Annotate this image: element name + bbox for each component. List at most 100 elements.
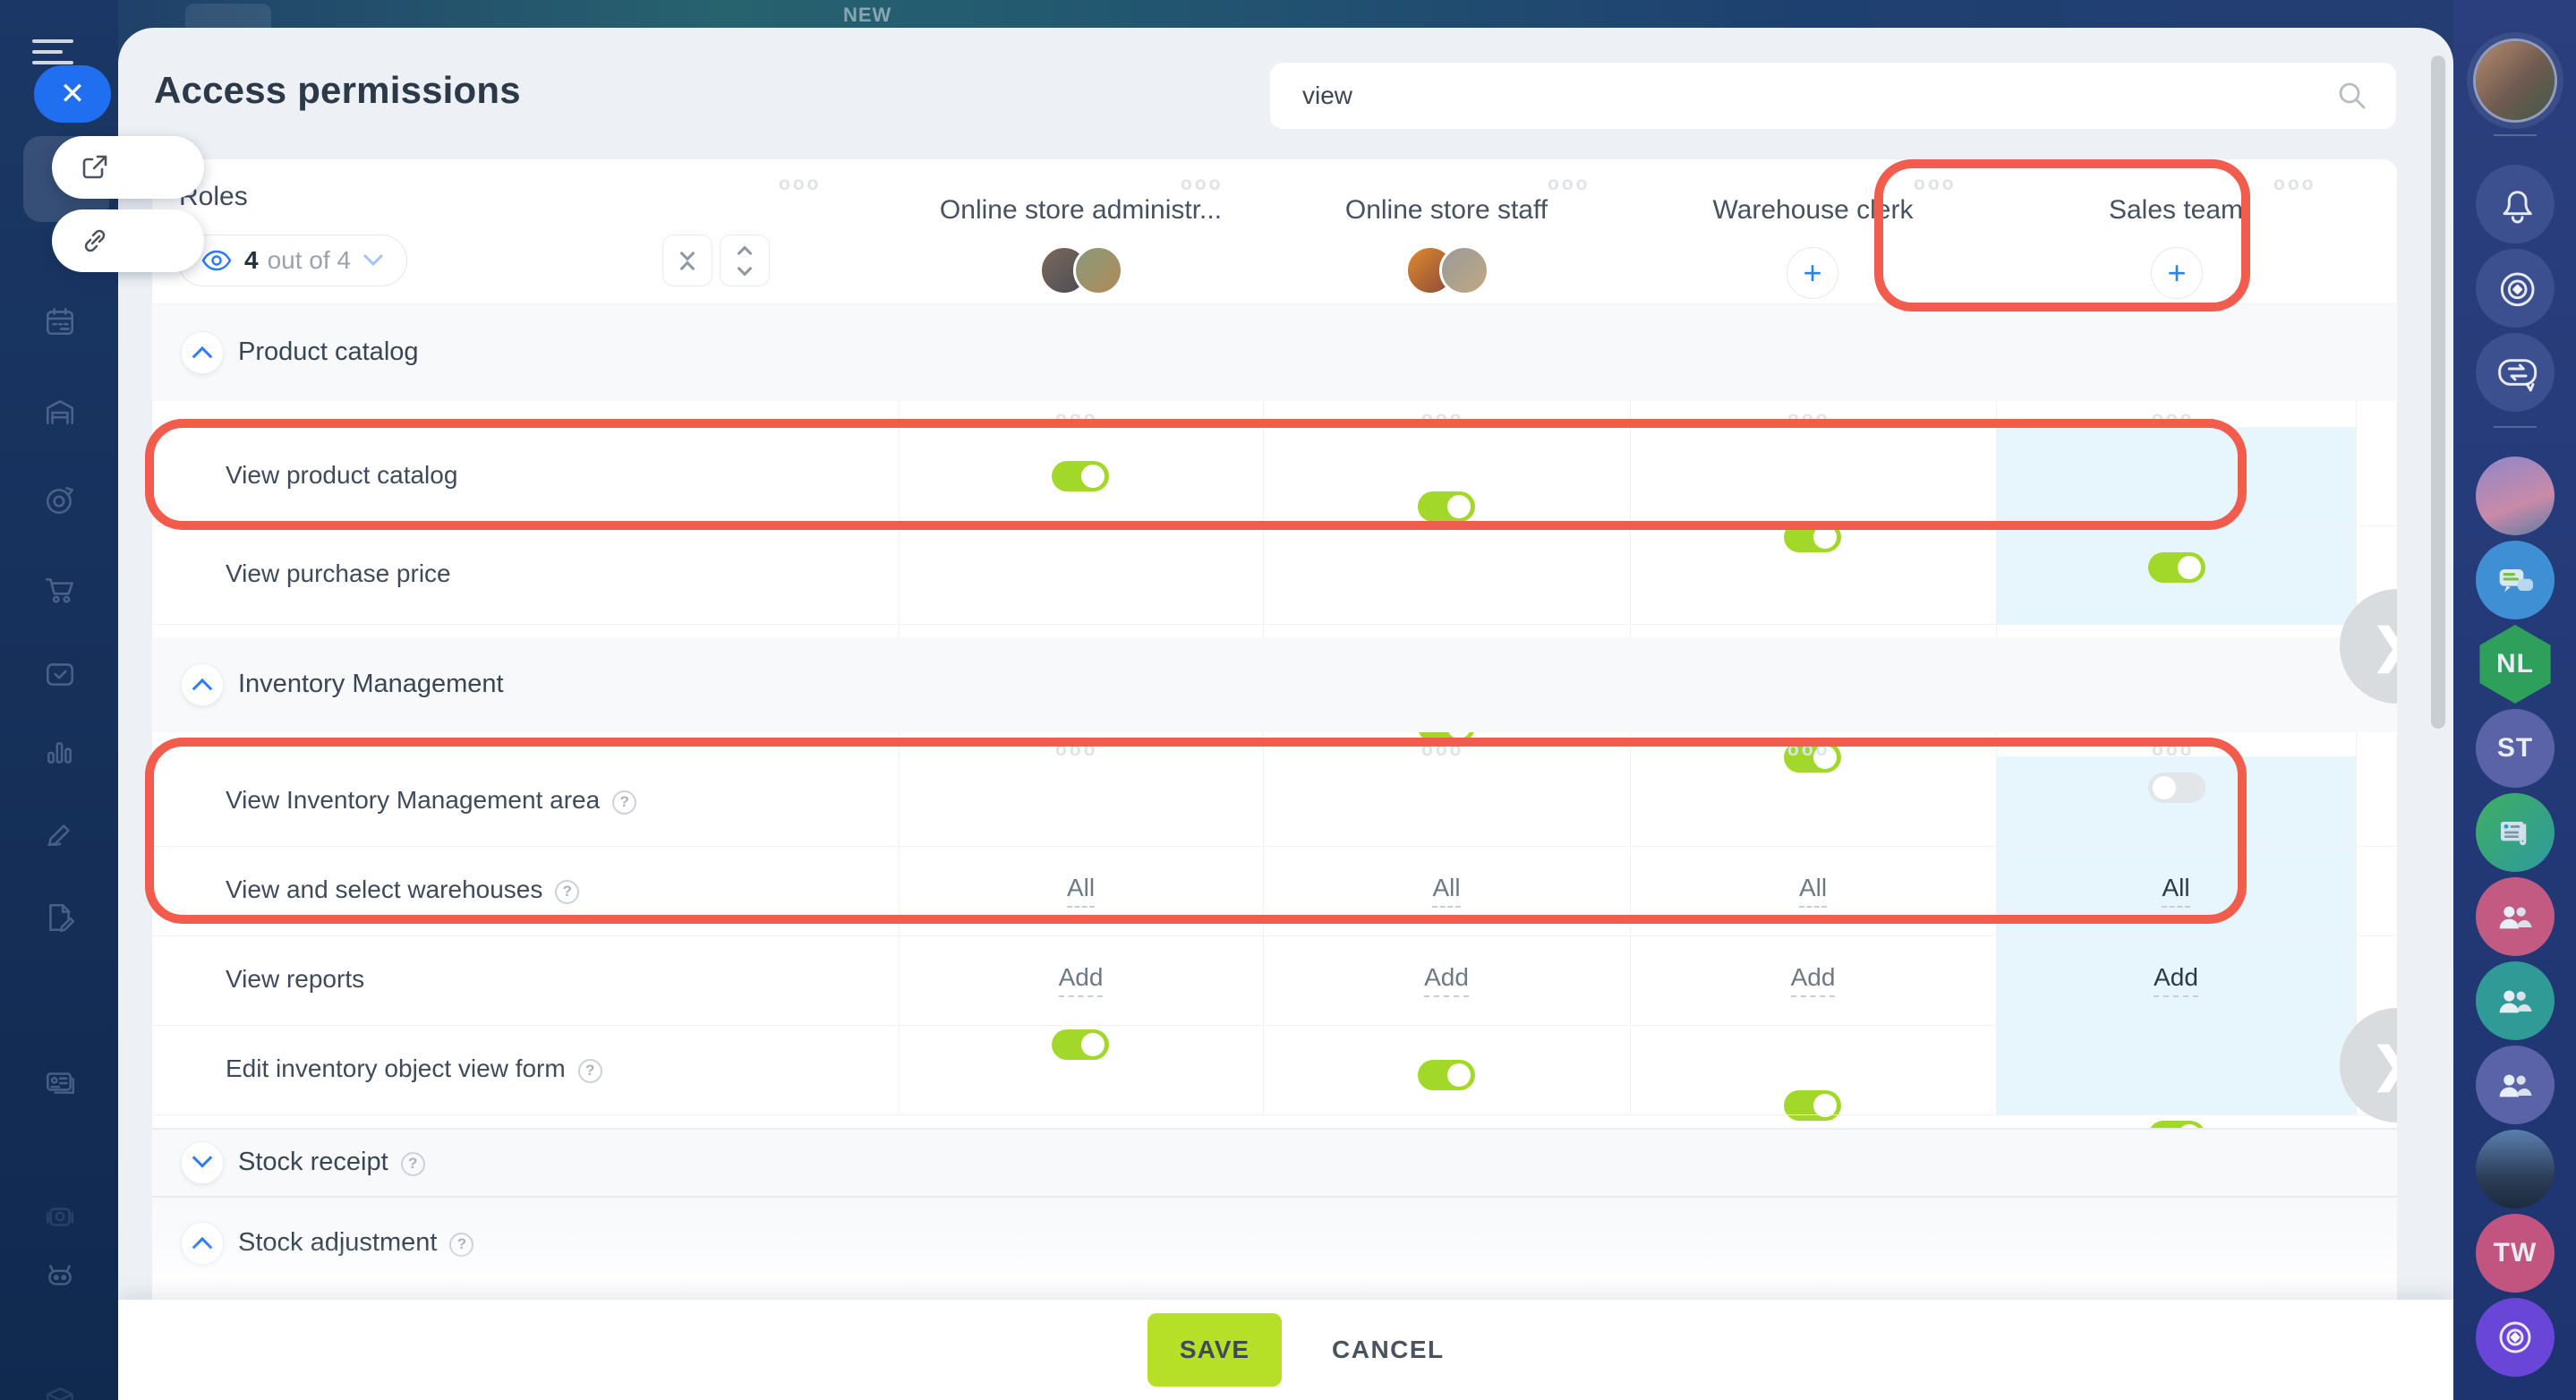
- robot-icon[interactable]: [43, 1259, 77, 1293]
- target-icon[interactable]: [43, 483, 77, 517]
- avatar-1b[interactable]: [1073, 245, 1123, 295]
- all-link[interactable]: All: [2162, 874, 2190, 908]
- help-icon[interactable]: ?: [400, 1151, 425, 1176]
- id-card-icon[interactable]: [43, 1065, 77, 1099]
- row-drag-handle[interactable]: ooo: [1421, 408, 1464, 429]
- chat-sync-icon[interactable]: [2476, 333, 2555, 412]
- backdrop-tab: [185, 4, 271, 28]
- column-drag-handle[interactable]: ooo: [1548, 174, 1591, 194]
- toggle-on[interactable]: [1052, 1029, 1109, 1060]
- search-box[interactable]: [1270, 63, 2396, 129]
- save-button[interactable]: SAVE: [1147, 1313, 1282, 1387]
- permission-row-label: Edit inventory object view form?: [226, 1054, 602, 1083]
- add-user-button-4[interactable]: +: [2151, 247, 2203, 299]
- value-link: Add: [899, 963, 1263, 997]
- link-flyout[interactable]: [52, 209, 204, 272]
- row-drag-handle[interactable]: ooo: [2152, 408, 2195, 429]
- rings-purple-icon[interactable]: [2476, 1298, 2555, 1377]
- column-header-3: Warehouse clerk: [1712, 195, 1914, 225]
- value-link: Add: [1630, 963, 1996, 997]
- badge-nl[interactable]: NL: [2479, 625, 2551, 704]
- badge-tw[interactable]: TW: [2476, 1214, 2555, 1293]
- bell-icon[interactable]: [2476, 165, 2555, 243]
- avatar-2b[interactable]: [1439, 245, 1489, 295]
- collapse-section-button[interactable]: [181, 663, 224, 706]
- right-sidebar: NL ST TW: [2453, 0, 2576, 1400]
- row-drag-handle[interactable]: ooo: [2152, 739, 2195, 760]
- search-input[interactable]: [1302, 81, 2335, 110]
- chevron-up-icon: [192, 346, 213, 367]
- task-icon[interactable]: [43, 657, 77, 691]
- document-edit-icon[interactable]: [43, 901, 77, 935]
- chat-bubbles-icon[interactable]: [2476, 541, 2555, 619]
- permission-row-label: View and select warehouses?: [226, 875, 580, 904]
- people-purple-icon[interactable]: [2476, 1046, 2555, 1124]
- bar-chart-icon[interactable]: [43, 736, 77, 770]
- add-user-button-3[interactable]: +: [1787, 247, 1838, 299]
- cart-icon[interactable]: [43, 573, 77, 607]
- add-link[interactable]: Add: [1424, 963, 1469, 997]
- add-link[interactable]: Add: [2154, 963, 2198, 997]
- camera-icon[interactable]: [43, 1199, 77, 1234]
- column-drag-handle[interactable]: ooo: [1181, 174, 1224, 194]
- search-icon: [2339, 82, 2366, 109]
- row-drag-handle[interactable]: ooo: [1787, 408, 1830, 429]
- collapse-section-button[interactable]: [181, 331, 224, 374]
- all-link[interactable]: All: [1798, 874, 1828, 908]
- lightbulb-avatar[interactable]: [2476, 457, 2555, 535]
- value-link: Add: [1263, 963, 1630, 997]
- toggle-off[interactable]: [2148, 773, 2205, 803]
- row-drag-handle[interactable]: ooo: [1421, 739, 1464, 760]
- all-link[interactable]: All: [1432, 874, 1461, 908]
- expand-section-button[interactable]: [181, 1141, 224, 1184]
- roles-filter-pill[interactable]: 4 out of 4: [177, 235, 407, 286]
- row-drag-handle[interactable]: ooo: [1055, 739, 1098, 760]
- column-drag-handle[interactable]: ooo: [1914, 174, 1957, 194]
- help-icon[interactable]: ?: [612, 790, 637, 815]
- modal-footer: SAVE CANCEL: [118, 1300, 2453, 1400]
- modal-scrollbar[interactable]: [2431, 55, 2445, 729]
- add-link[interactable]: Add: [1058, 963, 1104, 997]
- permissions-table: Roles 4 out of 4 ooo Online store administr.…: [152, 159, 2397, 1317]
- menu-icon[interactable]: [32, 39, 73, 64]
- people-pink-icon[interactable]: [2476, 877, 2555, 956]
- toggle-on[interactable]: [1784, 742, 1841, 773]
- roles-drag-handle[interactable]: ooo: [779, 174, 822, 194]
- badge-st[interactable]: ST: [2476, 709, 2555, 788]
- external-link-flyout[interactable]: [52, 136, 204, 199]
- toggle-on[interactable]: [1784, 1090, 1841, 1121]
- collapse-all-button[interactable]: [662, 235, 712, 286]
- section-label: Product catalog: [238, 337, 419, 366]
- row-drag-handle[interactable]: ooo: [1787, 739, 1830, 760]
- help-icon[interactable]: ?: [577, 1058, 602, 1083]
- people-teal-icon[interactable]: [2476, 961, 2555, 1040]
- user-avatar[interactable]: [2476, 41, 2555, 120]
- row-drag-handle[interactable]: ooo: [1055, 408, 1098, 429]
- toggle-on[interactable]: [1418, 491, 1475, 522]
- external-link-icon: [82, 155, 107, 179]
- calendar-icon[interactable]: [43, 304, 77, 338]
- toggle-on[interactable]: [1052, 461, 1109, 491]
- add-link[interactable]: Add: [1790, 963, 1836, 997]
- warehouse-icon[interactable]: [43, 396, 77, 430]
- badge-label: ST: [2496, 733, 2534, 763]
- cancel-button[interactable]: CANCEL: [1332, 1336, 1445, 1363]
- header-divider: [152, 303, 2397, 304]
- toggle-on[interactable]: [1784, 522, 1841, 552]
- chevron-down-icon: [192, 1148, 213, 1168]
- column-drag-handle[interactable]: ooo: [2273, 174, 2316, 194]
- newspaper-icon[interactable]: [2476, 793, 2555, 872]
- all-link[interactable]: All: [1066, 874, 1096, 908]
- toggle-on[interactable]: [2148, 552, 2205, 583]
- city-avatar[interactable]: [2476, 1130, 2555, 1208]
- pencil-icon[interactable]: [43, 816, 77, 850]
- chevron-up-icon: [192, 678, 213, 699]
- toggle-on[interactable]: [1418, 1060, 1475, 1090]
- value-link: All: [1630, 874, 1996, 908]
- rings-icon[interactable]: [2476, 249, 2555, 328]
- close-button[interactable]: ✕: [34, 65, 111, 123]
- expand-all-button[interactable]: [720, 235, 770, 286]
- package-icon[interactable]: [43, 1383, 77, 1400]
- help-icon[interactable]: ?: [555, 879, 580, 904]
